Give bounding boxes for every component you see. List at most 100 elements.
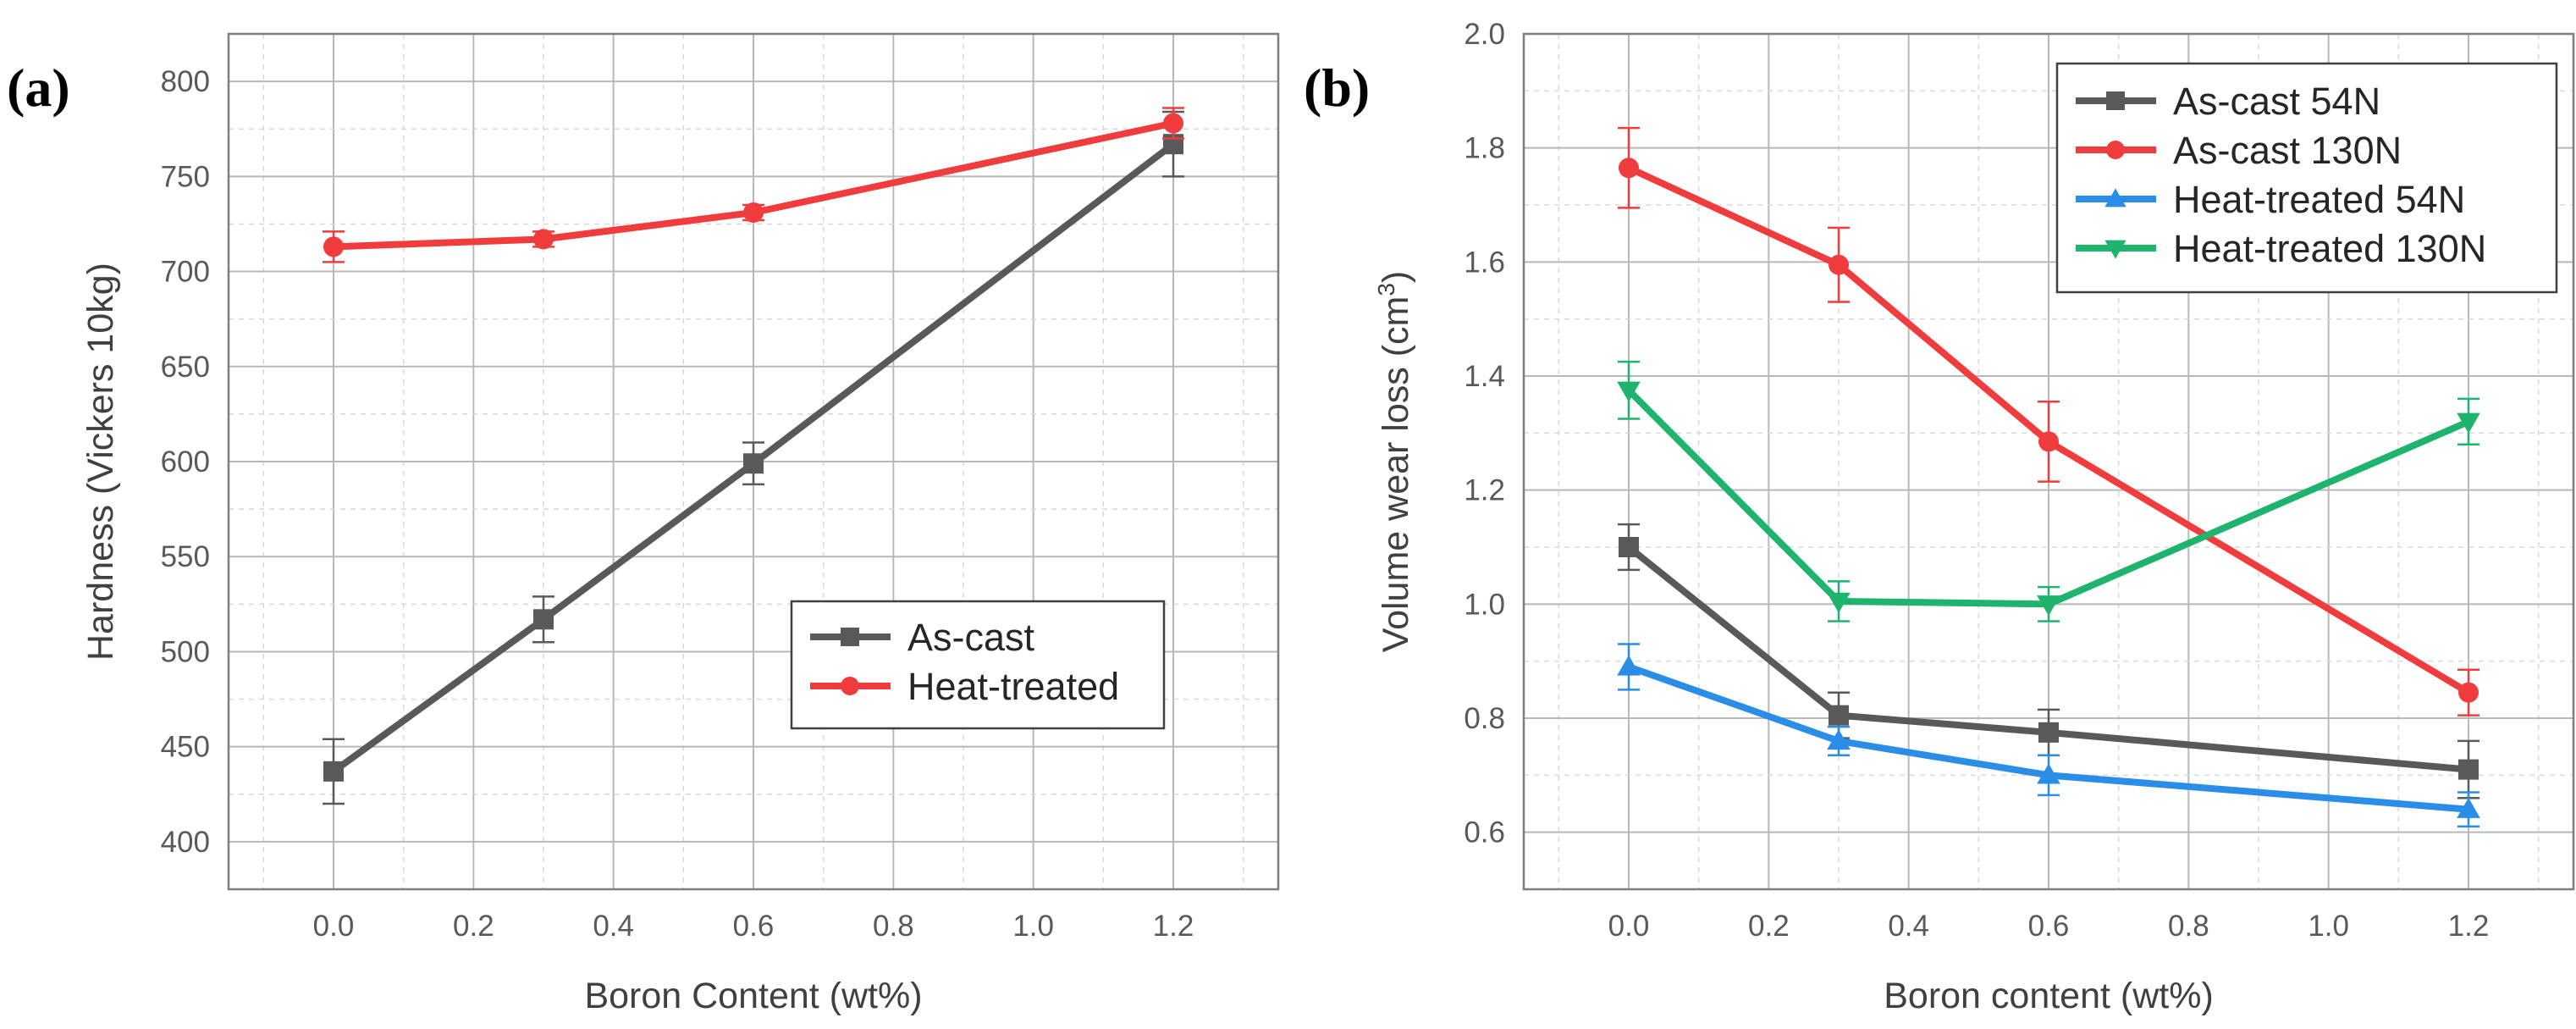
wear-loss-chart: (b) 0.0 0.2 0.4 0.6 0.8 1.0 1.2 0.6 0.8 1.0 1.2 1.… [1304,18,2575,1016]
data-point [2038,722,2059,743]
x-tick-label: 0.8 [873,910,914,943]
series-as-cast-130n [1618,126,2479,716]
x-tick-label: 1.2 [1153,910,1194,943]
x-tick-label: 0.0 [313,910,355,943]
series-line [1625,544,2472,773]
hardness-chart: (a) 0.0 0.2 0.4 0.6 0.8 1.0 1.2 400 450 500 550 60… [7,32,1280,1016]
series-layer-a [323,107,1184,805]
data-point [1617,655,1641,676]
y-tick-label: 700 [161,256,210,289]
series-heat-treated-54n [1617,643,2480,828]
legend-items-a: As-cast Heat-treated [810,616,1119,708]
series-line [1625,663,2472,813]
legend-marker [2104,240,2126,259]
legend-b: As-cast 54N As-cast 130N Heat-treated 54N H… [2055,62,2558,294]
x-axis-label-b-text: Boron content (wt%) [1884,976,2214,1016]
series-heat-treated [323,107,1184,263]
data-point [1619,158,1639,179]
legend-box-a [790,600,1166,730]
panel-label-a: (a) [7,58,70,118]
series-line [1625,386,2472,608]
y-axis-label-b-sup: 3 [1373,283,1399,296]
data-point [323,761,344,782]
x-tick-labels-b: 0.0 0.2 0.4 0.6 0.8 1.0 1.2 [1608,910,2490,943]
x-tick-label: 0.0 [1608,910,1650,943]
data-point [743,453,764,474]
series-as-cast [323,110,1184,805]
x-tick-label: 0.4 [593,910,634,943]
data-point [2458,759,2479,780]
y-tick-label: 1.2 [1464,474,1505,507]
data-point [1163,113,1183,134]
x-tick-labels-a: 0.0 0.2 0.4 0.6 0.8 1.0 1.2 [313,910,1194,943]
x-tick-label: 0.6 [2028,910,2070,943]
legend-marker [841,677,859,695]
y-tick-label: 450 [161,731,210,764]
legend-label: As-cast 54N [2173,80,2380,123]
y-tick-label: 600 [161,445,210,479]
x-axis-label-a: Boron Content (wt%) [584,976,922,1016]
data-point [2457,797,2480,818]
y-tick-label: 550 [161,540,210,573]
series-as-cast-54n [1618,523,2479,799]
data-point [743,202,764,223]
y-tick-labels-b: 0.6 0.8 1.0 1.2 1.4 1.6 1.8 2.0 [1464,18,1505,849]
legend-a: As-cast Heat-treated [790,600,1166,730]
x-tick-label: 0.2 [1748,910,1790,943]
data-point [533,609,554,630]
y-axis-label-b: Volume wear loss (cm3) [1373,271,1416,652]
series-line [330,119,1177,251]
y-tick-label: 650 [161,351,210,384]
legend-label: As-cast [907,616,1035,659]
y-axis-label-a: Hardness (Vickers 10kg) [80,263,121,661]
x-tick-label: 1.0 [2308,910,2349,943]
y-tick-label: 750 [161,160,210,193]
data-point [1829,705,1849,726]
y-tick-label: 1.8 [1464,132,1505,165]
x-axis-label-b: Boron content (wt%) [1884,976,2214,1016]
legend-marker [2106,141,2125,159]
legend-label: As-cast 130N [2173,129,2402,172]
data-point [2038,431,2059,452]
data-point [1619,537,1639,557]
legend-label: Heat-treated 130N [2173,227,2486,270]
x-tick-label: 1.2 [2448,910,2490,943]
data-point [1617,381,1641,402]
panel-label-b: (b) [1304,58,1370,118]
data-point [2457,412,2480,434]
x-tick-label: 0.6 [733,910,775,943]
series-line [1625,164,2472,696]
plot-frame-b [1522,32,2575,891]
y-tick-labels-a: 400 450 500 550 600 650 700 750 800 [161,65,210,859]
plot-frame-a [227,32,1280,891]
y-axis-label-b-text: Volume wear loss (cm [1376,296,1416,653]
data-point [2458,682,2479,703]
data-point [1829,254,1849,275]
legend-marker [2106,91,2125,110]
legend-label: Heat-treated 54N [2173,178,2465,221]
data-point [1827,592,1851,613]
x-tick-label: 0.8 [2168,910,2209,943]
y-tick-label: 0.8 [1464,702,1505,735]
legend-items-b: As-cast 54N As-cast 130N Heat-treated 54N H… [2076,80,2486,270]
data-point [323,236,344,257]
y-tick-label: 2.0 [1464,18,1505,51]
series-heat-treated-130n [1617,360,2480,622]
x-tick-label: 0.2 [453,910,494,943]
legend-label: Heat-treated [907,665,1119,708]
series-layer-b [1617,126,2480,828]
y-tick-label: 1.4 [1464,360,1505,393]
series-line [330,141,1177,775]
x-tick-label: 1.0 [1012,910,1054,943]
data-point [2037,763,2060,784]
legend-marker [841,628,859,646]
legend-marker [2104,188,2126,207]
y-tick-label: 400 [161,826,210,859]
y-tick-label: 0.6 [1464,816,1505,849]
y-tick-label: 500 [161,635,210,668]
data-point [2037,595,2060,617]
y-tick-label: 800 [161,65,210,98]
y-tick-label: 1.0 [1464,588,1505,621]
y-tick-label: 1.6 [1464,246,1505,279]
